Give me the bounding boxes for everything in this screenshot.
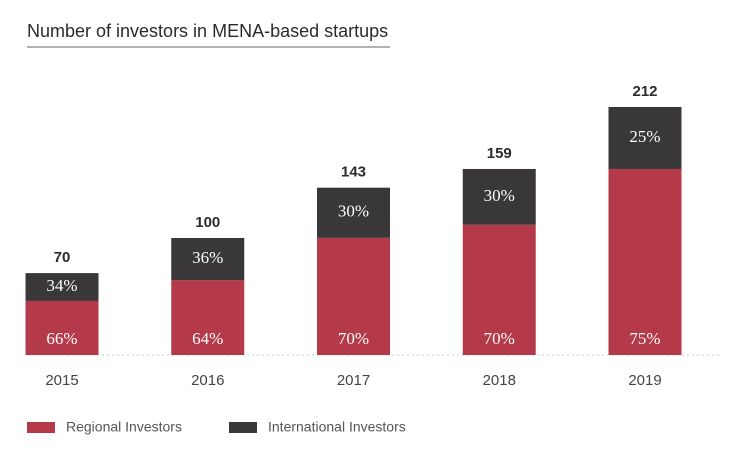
legend-swatch [229,422,257,433]
bar-segment [462,168,536,225]
value-label: 70% [338,329,369,348]
bar-segment [25,273,99,301]
legend-label: Regional Investors [66,419,182,435]
chart-title: Number of investors in MENA-based startu… [27,21,388,41]
x-tick-label: 2017 [337,372,370,389]
x-tick-label: 2018 [483,372,516,389]
x-tick-label: 2019 [628,372,661,389]
bar-segment [608,106,682,169]
legend-swatch [27,422,55,433]
bar-segment [171,238,245,281]
value-label: 34% [46,276,77,295]
value-label: 66% [46,329,77,348]
bar-segment [25,300,99,355]
total-label: 212 [632,83,657,100]
bar-segment [462,224,536,355]
value-label: 30% [484,186,515,205]
value-label: 25% [629,127,660,146]
x-tick-label: 2016 [191,372,224,389]
bar-segment [317,237,390,355]
bar-segment [317,187,390,238]
total-label: 159 [487,145,512,162]
x-tick-label: 2015 [45,372,78,389]
value-label: 36% [192,248,223,267]
total-label: 143 [341,164,366,181]
bar-segment [171,280,245,355]
value-label: 30% [338,202,369,221]
total-label: 70 [54,249,71,266]
value-label: 70% [484,329,515,348]
bar-segment [608,168,682,355]
value-label: 64% [192,329,223,348]
legend-label: International Investors [268,419,406,435]
value-label: 75% [629,329,660,348]
total-label: 100 [195,214,220,231]
